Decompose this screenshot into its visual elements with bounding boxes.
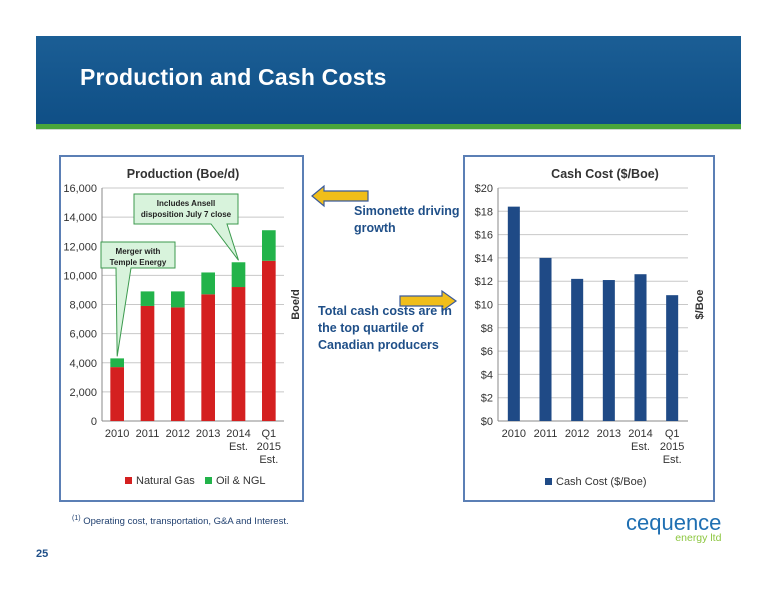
x-tick-label: Est. [259,454,278,466]
y-tick-label: $10 [475,300,493,312]
chart-title: Cash Cost ($/Boe) [551,167,659,181]
callout-text: disposition July 7 close [141,210,232,219]
x-tick-label: 2010 [105,428,129,440]
x-tick-label: Est. [631,441,650,453]
y-tick-label: $18 [475,206,493,218]
x-tick-label: 2014 [628,428,652,440]
title-banner: Production and Cash Costs [36,36,741,129]
y-tick-label: $6 [481,346,493,358]
y-axis-title: Boe/d [290,289,302,320]
arrow-left-icon [311,184,369,208]
callout-shape [133,193,239,261]
total-cash-note: Total cash costs are in the top quartile… [318,304,452,352]
bar-natural-gas [201,294,215,421]
simonette-note: Simonette driving growth [354,204,460,235]
x-tick-label: 2014 [226,428,250,440]
legend-label: Cash Cost ($/Boe) [556,476,646,488]
y-tick-label: 16,000 [63,183,97,195]
x-tick-label: Est. [229,441,248,453]
bar-natural-gas [171,307,185,421]
banner-shadow [36,129,741,130]
legend-swatch [125,477,132,484]
bar-oil-ngl [262,230,276,261]
bar-cash-cost-boe [539,257,552,421]
y-tick-label: $4 [481,369,493,381]
y-tick-label: 0 [91,416,97,428]
x-tick-label: Est. [663,454,682,466]
y-tick-label: $14 [475,253,493,265]
bar-oil-ngl [231,262,246,288]
bar-natural-gas [231,287,246,421]
bar-natural-gas [140,305,155,421]
footnote: (1) Operating cost, transportation, G&A … [72,515,289,527]
footnote-text: Operating cost, transportation, G&A and … [83,516,289,528]
logo-subtitle: energy ltd [675,532,722,544]
y-tick-label: $20 [475,183,493,195]
y-tick-label: 4,000 [69,358,97,370]
callout-text: Includes Ansell [157,199,215,208]
y-tick-label: $0 [481,416,493,428]
y-tick-label: 12,000 [63,241,97,253]
y-tick-label: 2,000 [69,387,97,399]
bar-natural-gas [110,367,124,421]
x-tick-label: 2015 [660,441,684,453]
bar-cash-cost-boe [507,206,520,421]
bar-oil-ngl [171,291,185,308]
annotation-callout: Includes Ansell disposition July 7 close [133,193,239,261]
bar-natural-gas [262,260,276,421]
x-tick-label: 2010 [502,428,526,440]
callout-text: Merger with [116,247,161,256]
page-number: 25 [36,548,49,560]
production-chart: Production (Boe/d) 0 2,000 4,000 6,000 8,000 1… [63,167,302,487]
y-tick-label: 6,000 [69,329,97,341]
y-tick-label: 8,000 [69,300,97,312]
x-tick-label: 2012 [565,428,589,440]
bar-oil-ngl [110,358,124,368]
x-tick-label: 2013 [597,428,621,440]
legend-swatch [545,478,552,485]
callout-text: Temple Energy [110,258,167,267]
legend-swatch [205,477,212,484]
y-tick-label: $12 [475,276,493,288]
y-tick-label: $16 [475,230,493,242]
callout-shape [100,241,176,357]
x-tick-label: Q1 [261,428,276,440]
slide-title: Production and Cash Costs [80,64,387,90]
logo-wordmark: cequence [626,510,722,535]
bar-oil-ngl [140,291,155,306]
x-tick-label: 2015 [257,441,281,453]
y-tick-label: 10,000 [63,270,97,282]
x-tick-label: 2011 [136,428,160,440]
y-tick-label: 14,000 [63,212,97,224]
chart-title: Production (Boe/d) [127,167,240,181]
annotation-callout: Merger with Temple Energy [100,241,176,357]
x-tick-label: Q1 [665,428,680,440]
bar-cash-cost-boe [602,280,615,421]
y-tick-label: $2 [481,393,493,405]
cash-cost-chart: Cash Cost ($/Boe) $0 $2 $4 $6 $8 $10 $12 $14 $16 $… [475,167,706,488]
x-tick-label: 2012 [166,428,190,440]
production-chart-panel: Production (Boe/d) 0 2,000 4,000 6,000 8,000 1… [59,155,304,502]
bar-cash-cost-boe [571,278,584,421]
company-logo: cequence energy ltd [626,510,722,545]
bar-cash-cost-boe [666,295,679,421]
x-tick-label: 2013 [196,428,220,440]
legend-label: Natural Gas [136,475,195,487]
cash-cost-chart-panel: Cash Cost ($/Boe) $0 $2 $4 $6 $8 $10 $12 $14 $16 $… [463,155,715,502]
arrow-right-icon [399,289,458,313]
x-tick-label: 2011 [534,428,558,440]
bar-oil-ngl [201,272,215,295]
y-tick-label: $8 [481,323,493,335]
y-axis-title: $/Boe [694,290,706,320]
legend-label: Oil & NGL [216,475,266,487]
footnote-marker: (1) [72,515,81,522]
bar-cash-cost-boe [634,274,647,421]
